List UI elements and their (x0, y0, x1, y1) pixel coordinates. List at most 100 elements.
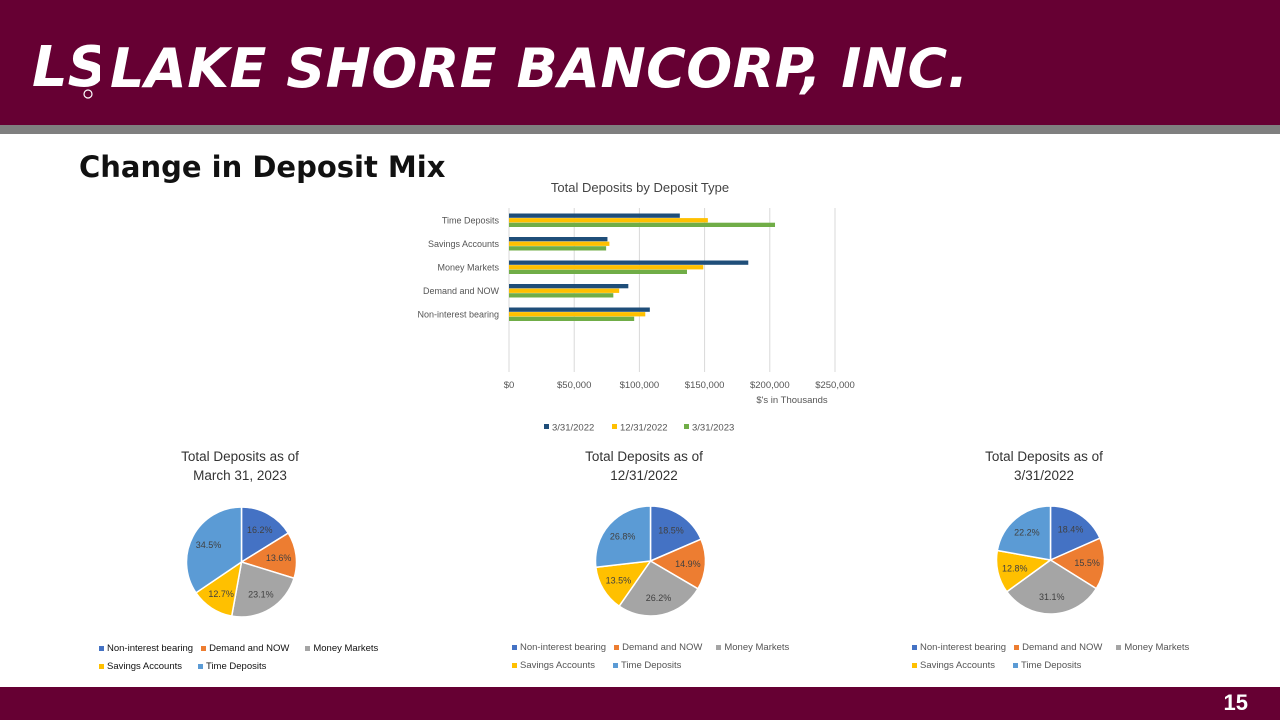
pie-slice (1049, 505, 1101, 562)
pie-data-label: 26.8% (610, 532, 636, 542)
bar (509, 307, 650, 312)
pie-title-line-2: March 31, 2023 (193, 468, 287, 483)
legend-item: Time Deposits (198, 661, 266, 672)
legend-swatch (912, 662, 917, 668)
pie-legend-mar-2022: Non-interest bearing Demand and NOW Mone… (912, 638, 1189, 674)
legend-item: Demand and NOW (201, 643, 289, 654)
registered-icon (83, 89, 93, 99)
legend-label: 3/31/2023 (692, 423, 734, 434)
legend-item: Non-interest bearing (912, 642, 1006, 653)
pie-legend-dec-2022: Non-interest bearing Demand and NOW Mone… (512, 638, 789, 674)
pie-title-mar-2023: Total Deposits as of March 31, 2023 (150, 447, 330, 485)
bar (509, 293, 614, 298)
x-tick-label: $200,000 (750, 380, 790, 391)
pie-slice (648, 538, 707, 590)
header-divider (0, 125, 1280, 134)
x-axis-label: $'s in Thousands (756, 395, 828, 406)
pie-title-line-2: 12/31/2022 (610, 468, 678, 483)
bar (509, 213, 680, 218)
pie-data-label: 18.5% (658, 525, 684, 535)
legend-item: Non-interest bearing (512, 642, 606, 653)
pie-data-label: 26.2% (646, 593, 672, 603)
legend-item: Non-interest bearing (99, 643, 193, 654)
legend-swatch (684, 424, 689, 429)
pie-data-label: 12.7% (208, 589, 234, 599)
legend-swatch (305, 645, 311, 651)
pie-data-label: 23.1% (248, 589, 274, 599)
pie-data-label: 18.4% (1058, 525, 1084, 535)
legend-swatch (1013, 662, 1018, 668)
y-category-label: Savings Accounts (428, 239, 500, 249)
footer-bar (0, 687, 1280, 720)
legend-swatch (512, 662, 517, 668)
pie-title-dec-2022: Total Deposits as of 12/31/2022 (554, 447, 734, 485)
pie-slice (594, 505, 652, 569)
bar (509, 288, 620, 293)
pie-data-label: 13.5% (606, 576, 632, 586)
logo-text: LS (32, 35, 100, 100)
company-logo: LS (32, 35, 100, 100)
bar (509, 218, 708, 223)
legend-swatch (99, 663, 104, 669)
x-tick-label: $150,000 (685, 380, 725, 391)
bar (509, 246, 607, 251)
legend-swatch (1014, 644, 1020, 650)
pie-slice (996, 505, 1052, 561)
pie-data-label: 16.2% (247, 525, 273, 535)
bar (509, 269, 687, 274)
x-tick-label: $50,000 (557, 380, 591, 391)
pie-title-line-1: Total Deposits as of (181, 449, 299, 464)
pie-data-label: 12.8% (1002, 564, 1028, 574)
legend-item: Money Markets (1116, 642, 1189, 653)
pie-data-label: 34.5% (196, 540, 222, 550)
legend-swatch (512, 644, 517, 650)
pie-charts: 16.2% 13.6% 23.1% 12.7% 34.5% 18.5% 14.9% 26.2%… (185, 505, 1106, 618)
bar (509, 237, 608, 242)
legend-swatch (614, 644, 620, 650)
legend-swatch (612, 424, 617, 429)
legend-item: Savings Accounts (99, 661, 182, 672)
legend-swatch (613, 662, 618, 668)
legend-item: Time Deposits (613, 660, 681, 671)
pie-legend-mar-2023: Non-interest bearing Demand and NOW Mone… (99, 639, 378, 675)
legend-item: Money Markets (305, 643, 378, 654)
y-category-label: Time Deposits (442, 216, 500, 226)
y-category-label: Demand and NOW (423, 286, 500, 296)
pie-data-label: 13.6% (266, 553, 292, 563)
bar (509, 260, 749, 265)
bar (509, 284, 629, 289)
legend-swatch (201, 645, 207, 651)
pie-slice (1005, 559, 1098, 615)
bar (509, 222, 776, 227)
pie-data-label: 14.9% (675, 559, 701, 569)
bar (509, 265, 704, 270)
bar (509, 241, 610, 246)
legend-item: Savings Accounts (512, 660, 595, 671)
pie-title-line-1: Total Deposits as of (985, 449, 1103, 464)
pie-slice (185, 506, 243, 594)
legend-swatch (912, 644, 917, 650)
bar-chart-title: Total Deposits by Deposit Type (551, 180, 729, 195)
y-category-label: Money Markets (437, 263, 499, 273)
pie-slice (240, 506, 290, 564)
pie-data-label: 31.1% (1039, 592, 1065, 602)
pie-title-line-1: Total Deposits as of (585, 449, 703, 464)
pie-data-label: 15.5% (1074, 558, 1100, 568)
deposits-bar-chart: Total Deposits by Deposit Type $0 $50,000 $… (417, 180, 855, 434)
legend-item: Demand and NOW (1014, 642, 1102, 653)
legend-swatch (716, 644, 722, 650)
x-tick-label: $0 (504, 380, 515, 391)
legend-item: Demand and NOW (614, 642, 702, 653)
bar (509, 316, 635, 321)
legend-swatch (99, 645, 104, 651)
slide-title: Change in Deposit Mix (79, 150, 446, 184)
y-category-label: Non-interest bearing (417, 310, 499, 320)
header-banner (0, 0, 1280, 125)
x-tick-label: $250,000 (815, 380, 855, 391)
pie-slice (618, 560, 699, 617)
legend-swatch (1116, 644, 1122, 650)
legend-item: Savings Accounts (912, 660, 995, 671)
legend-item: Time Deposits (1013, 660, 1081, 671)
company-name: LAKE SHORE BANCORP, INC. (110, 37, 969, 100)
pie-data-label: 22.2% (1014, 527, 1040, 537)
